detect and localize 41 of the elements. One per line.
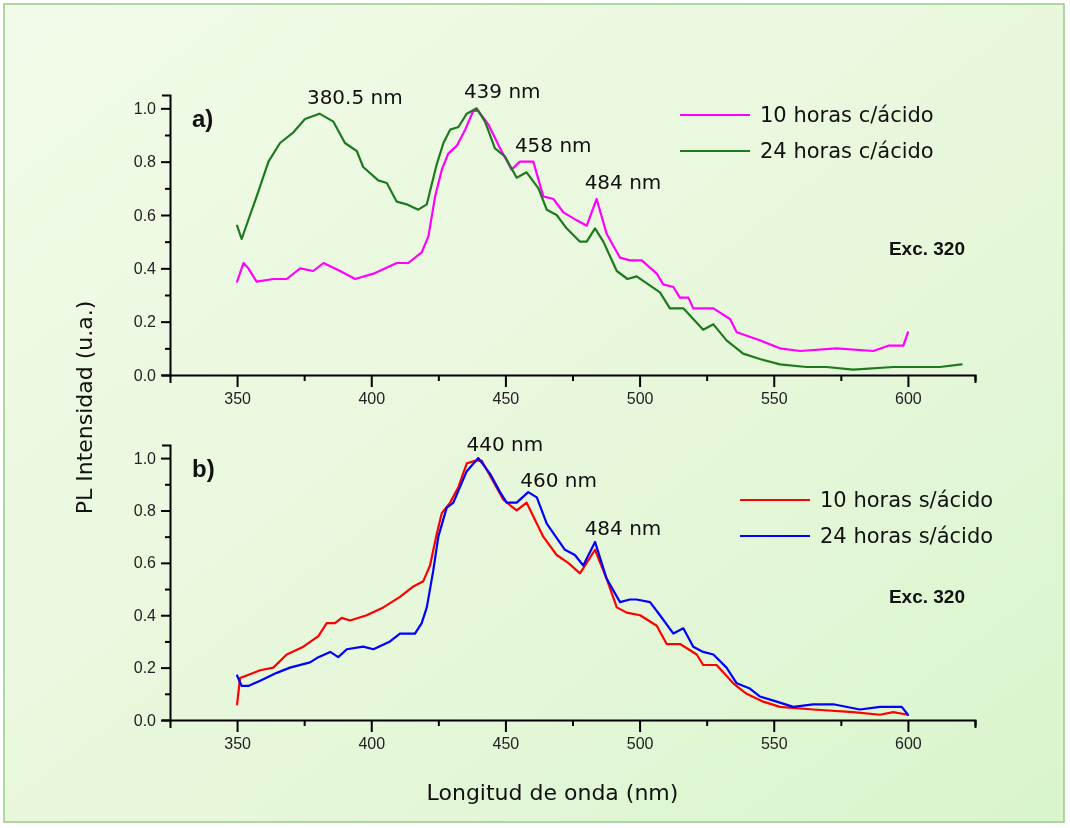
annotation: 458 nm bbox=[514, 132, 592, 157]
x-tick-label: 450 bbox=[492, 735, 520, 753]
x-tick-label: 550 bbox=[760, 735, 788, 753]
x-tick-label: 400 bbox=[358, 390, 386, 408]
x-tick-label: 500 bbox=[626, 390, 654, 408]
y-tick-label: 0.0 bbox=[133, 366, 157, 384]
legend-label: 10 horas c/ácido bbox=[760, 103, 934, 127]
annotation: 380.5 nm bbox=[306, 84, 403, 109]
y-tick-label: 1.0 bbox=[133, 449, 157, 467]
y-tick-label: 0.4 bbox=[133, 606, 157, 624]
y-tick-label: 0.2 bbox=[133, 659, 157, 677]
annotation: 460 nm bbox=[520, 468, 597, 493]
y-tick-label: 0.8 bbox=[133, 502, 157, 520]
x-tick-label: 600 bbox=[895, 735, 922, 753]
y-tick-label: 0.8 bbox=[133, 153, 157, 171]
annotation: 439 nm bbox=[463, 79, 541, 104]
x-axis-title: Longitud de onda (nm) bbox=[426, 780, 679, 805]
annotation: b) bbox=[192, 455, 215, 482]
annotation: 484 nm bbox=[584, 515, 662, 540]
y-axis-title: PL Intensidad (u.a.) bbox=[72, 300, 97, 515]
annotation: 440 nm bbox=[466, 431, 544, 456]
x-tick-label: 550 bbox=[760, 390, 788, 408]
y-tick-label: 0.2 bbox=[133, 313, 157, 331]
annotation: 484 nm bbox=[584, 170, 662, 194]
legend-label: 24 horas c/ácido bbox=[760, 139, 934, 163]
y-tick-label: 0.0 bbox=[133, 711, 157, 729]
annotation: a) bbox=[192, 105, 214, 132]
y-tick-label: 0.6 bbox=[133, 554, 157, 572]
annotation: Exc. 320 bbox=[888, 585, 965, 607]
x-tick-label: 350 bbox=[224, 735, 252, 753]
x-tick-label: 450 bbox=[492, 390, 520, 408]
legend-label: 24 horas s/ácido bbox=[820, 524, 994, 548]
annotation: Exc. 320 bbox=[888, 238, 965, 259]
y-tick-label: 0.4 bbox=[133, 259, 157, 277]
legend-label: 10 horas s/ácido bbox=[820, 488, 994, 512]
x-tick-label: 600 bbox=[895, 390, 922, 408]
y-tick-label: 0.6 bbox=[133, 206, 157, 224]
x-tick-label: 500 bbox=[626, 735, 654, 753]
x-tick-label: 350 bbox=[224, 390, 252, 408]
y-tick-label: 1.0 bbox=[133, 99, 157, 117]
x-tick-label: 400 bbox=[358, 735, 386, 753]
